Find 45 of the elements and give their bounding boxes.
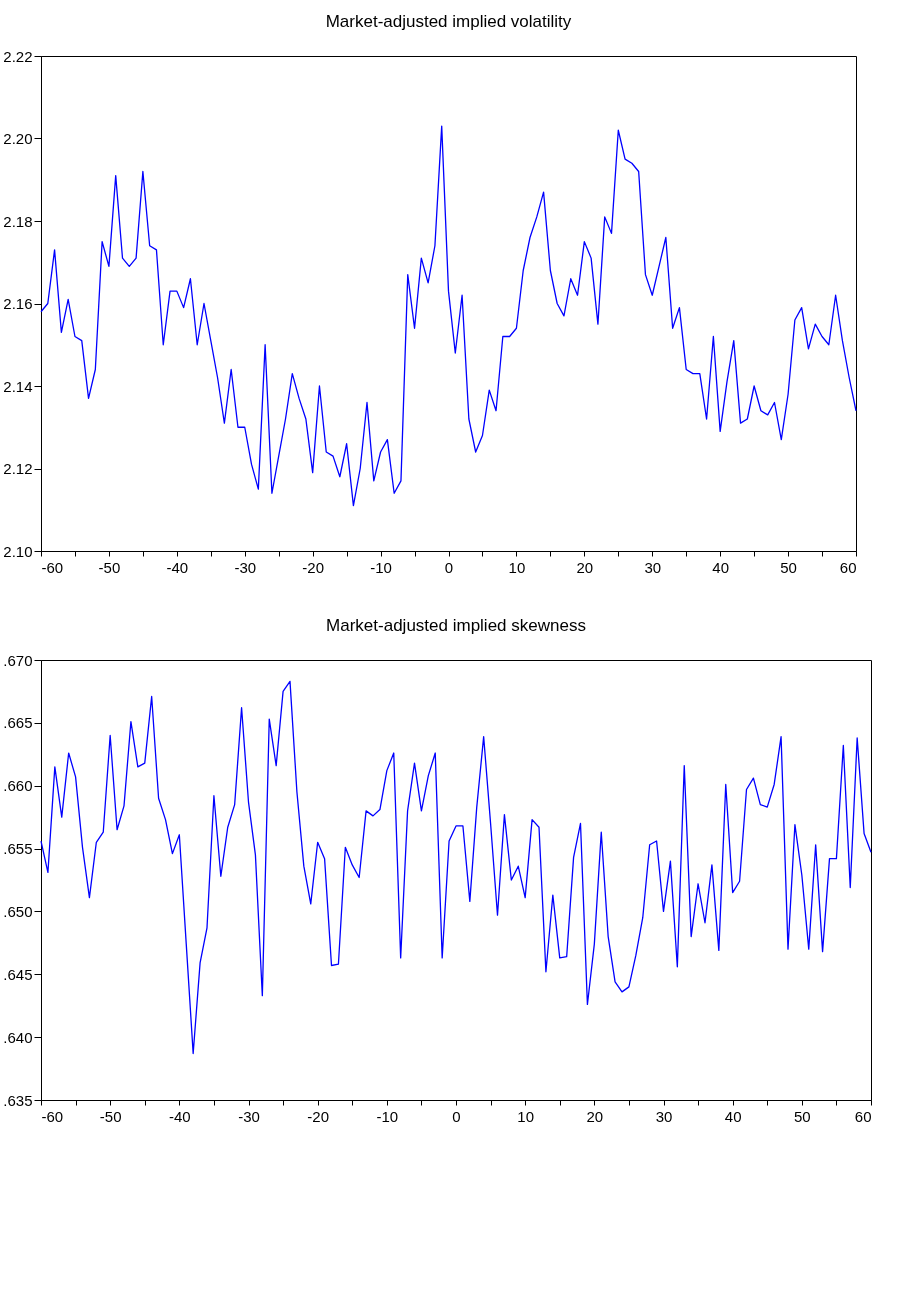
x-tick-label: -20	[302, 558, 325, 576]
y-tick-label: 2.18	[3, 212, 33, 230]
x-tick-label: -30	[238, 1107, 260, 1125]
y-tick-label: 2.22	[3, 47, 33, 65]
y-tick-label: .670	[3, 651, 33, 669]
y-tick-label: .665	[3, 714, 33, 732]
x-tick-label: -50	[98, 558, 121, 576]
chart-title: Market-adjusted implied volatility	[325, 12, 572, 31]
line-series	[40, 680, 872, 1055]
y-tick-label: .645	[3, 965, 33, 983]
y-tick-label: 2.10	[3, 542, 33, 560]
x-tick-label: -40	[168, 1107, 191, 1125]
y-tick-label: .635	[3, 1091, 33, 1109]
x-tick-label: -60	[41, 1107, 64, 1125]
x-tick-label: -30	[234, 558, 257, 576]
x-tick-label: -40	[166, 558, 189, 576]
x-tick-label: -60	[41, 558, 64, 576]
x-tick-label: 20	[576, 558, 594, 576]
chart-title: Market-adjusted implied skewness	[326, 616, 586, 635]
x-tick-label: 60	[854, 1107, 872, 1125]
x-tick-label: -20	[307, 1107, 330, 1125]
x-tick-label: 10	[508, 558, 526, 576]
x-tick-label: 30	[644, 558, 662, 576]
y-tick-label: .650	[3, 902, 33, 920]
x-tick-label: -50	[99, 1107, 122, 1125]
x-tick-label: 40	[724, 1107, 742, 1125]
y-tick-label: .660	[3, 777, 33, 795]
y-tick-label: 2.16	[3, 295, 33, 312]
x-tick-label: -10	[370, 558, 392, 576]
y-tick-label: .640	[3, 1028, 33, 1046]
y-tick-label: 2.12	[3, 460, 33, 477]
y-tick-label: .655	[3, 840, 33, 858]
y-tick-label: 2.20	[3, 130, 33, 147]
x-tick-label: 50	[780, 558, 797, 576]
x-tick-label: 0	[444, 558, 454, 576]
x-tick-label: 10	[517, 1107, 535, 1125]
x-tick-label: -10	[376, 1107, 399, 1125]
line-series	[40, 125, 857, 507]
x-tick-label: 20	[586, 1107, 604, 1125]
x-tick-label: 60	[839, 558, 857, 576]
x-tick-label: 50	[793, 1107, 811, 1125]
x-tick-label: 40	[712, 558, 730, 576]
x-tick-label: 30	[655, 1107, 673, 1125]
x-tick-label: 0	[452, 1107, 461, 1125]
y-tick-label: 2.14	[3, 377, 33, 395]
